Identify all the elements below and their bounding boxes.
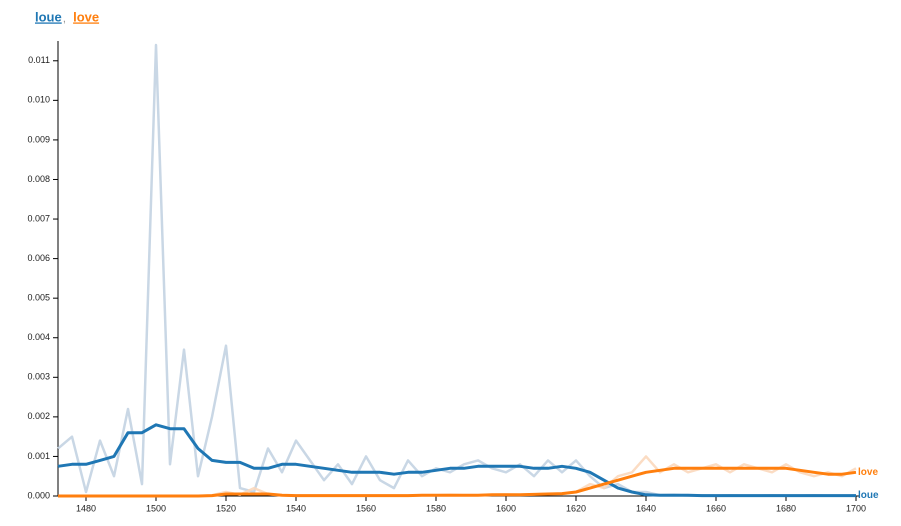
series-line [58, 466, 857, 498]
x-tick-label: 1700 [846, 503, 866, 513]
y-tick-label: 0.010 [27, 95, 50, 105]
x-tick-label: 1640 [636, 503, 656, 513]
x-tick-label: 1480 [76, 503, 96, 513]
y-tick-label: 0.009 [27, 134, 50, 144]
x-tick-label: 1600 [496, 503, 516, 513]
y-tick-label: 0.003 [27, 372, 50, 382]
y-tick-label: 0.004 [27, 332, 50, 342]
x-tick-label: 1500 [146, 503, 166, 513]
x-tick-label: 1620 [566, 503, 586, 513]
y-tick-label: 0.005 [27, 293, 50, 303]
series-line [58, 455, 857, 498]
legend-separator: , [63, 11, 66, 25]
y-tick-label: 0.007 [27, 213, 50, 223]
series-line [57, 423, 856, 498]
x-tick-label: 1540 [286, 503, 306, 513]
end-label: loue [858, 490, 879, 501]
y-tick-label: 0.006 [27, 253, 50, 263]
y-tick-label: 0.011 [28, 55, 50, 65]
y-tick-label: 0.008 [27, 174, 50, 184]
x-tick-label: 1560 [356, 503, 376, 513]
end-label: love [858, 467, 878, 478]
x-tick-label: 1580 [426, 503, 446, 513]
x-tick-label: 1660 [706, 503, 726, 513]
y-tick-label: 0.000 [27, 490, 50, 500]
x-tick-label: 1520 [216, 503, 236, 513]
x-tick-label: 1680 [776, 503, 796, 513]
y-tick-label: 0.002 [27, 411, 50, 421]
legend-entry[interactable]: loue [35, 9, 62, 24]
legend-entry[interactable]: love [73, 9, 99, 24]
y-tick-label: 0.001 [27, 451, 50, 461]
